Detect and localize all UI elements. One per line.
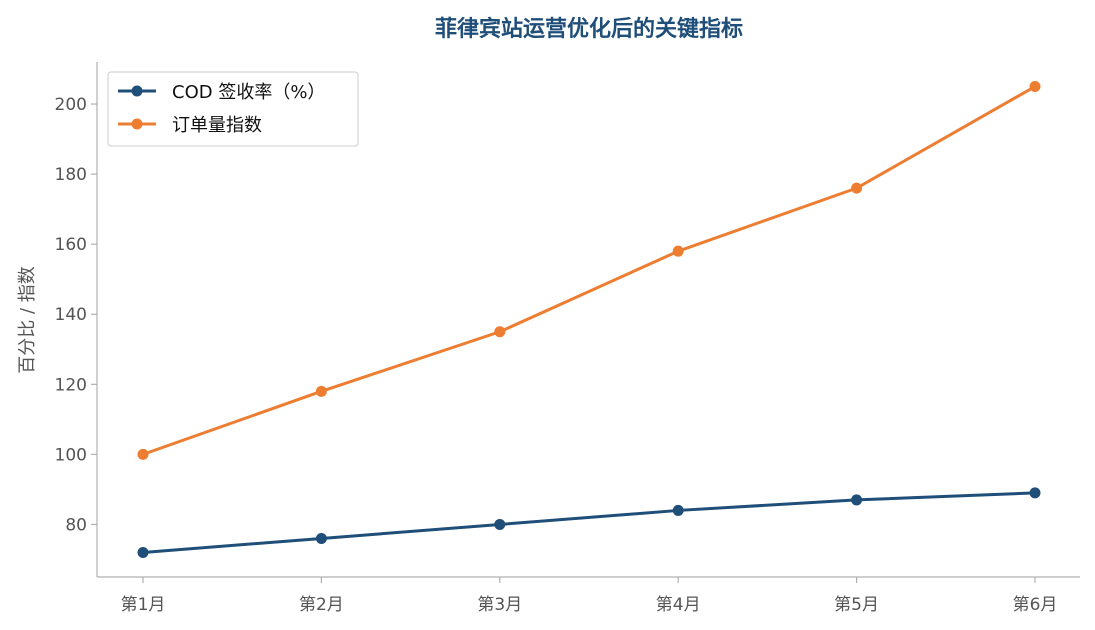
legend-item: 订单量指数 (118, 115, 262, 136)
x-tick-label: 第2月 (299, 595, 344, 615)
data-point (494, 326, 506, 338)
x-tick-label: 第6月 (1013, 595, 1058, 615)
y-tick-label: 160 (55, 235, 87, 255)
series-group (137, 81, 1041, 460)
data-point (851, 182, 863, 194)
axes (96, 62, 1080, 578)
series-line (141, 491, 1037, 554)
data-point (494, 518, 506, 530)
y-ticks: 80 100 120 140 160 180 200 (55, 95, 97, 535)
data-point (137, 546, 149, 558)
legend-items: COD 签收率（%） 订单量指数 (118, 82, 325, 136)
x-tick-label: 第5月 (834, 595, 879, 615)
x-tick-label: 第3月 (477, 595, 522, 615)
series-line (141, 85, 1037, 456)
x-tick-label: 第4月 (656, 595, 701, 615)
legend-marker (131, 118, 143, 130)
y-tick-label: 200 (55, 95, 87, 115)
data-point (672, 245, 684, 257)
y-tick-label: 80 (65, 515, 87, 535)
x-tick-label: 第1月 (121, 595, 166, 615)
data-point (315, 532, 327, 544)
x-ticks: 第1月 第2月 第3月 第4月 第5月 第6月 (121, 577, 1058, 615)
legend-box (107, 71, 359, 147)
y-tick-label: 100 (55, 445, 87, 465)
y-axis-label: 百分比 / 指数 (17, 266, 38, 374)
legend-marker (131, 85, 143, 97)
data-point (137, 448, 149, 460)
legend: COD 签收率（%） 订单量指数 (107, 71, 359, 147)
data-point (1029, 81, 1041, 93)
series-group (137, 487, 1041, 558)
y-tick-label: 140 (55, 305, 87, 325)
y-tick-label: 120 (55, 375, 87, 395)
y-tick-label: 180 (55, 165, 87, 185)
data-point (315, 385, 327, 397)
legend-item: COD 签收率（%） (118, 82, 325, 103)
legend-label: 订单量指数 (172, 115, 262, 136)
chart-title: 菲律宾站运营优化后的关键指标 (435, 16, 743, 42)
data-point (1029, 487, 1041, 499)
legend-label: COD 签收率（%） (172, 82, 325, 103)
series-lines (137, 81, 1041, 558)
data-point (672, 504, 684, 516)
data-point (851, 494, 863, 506)
